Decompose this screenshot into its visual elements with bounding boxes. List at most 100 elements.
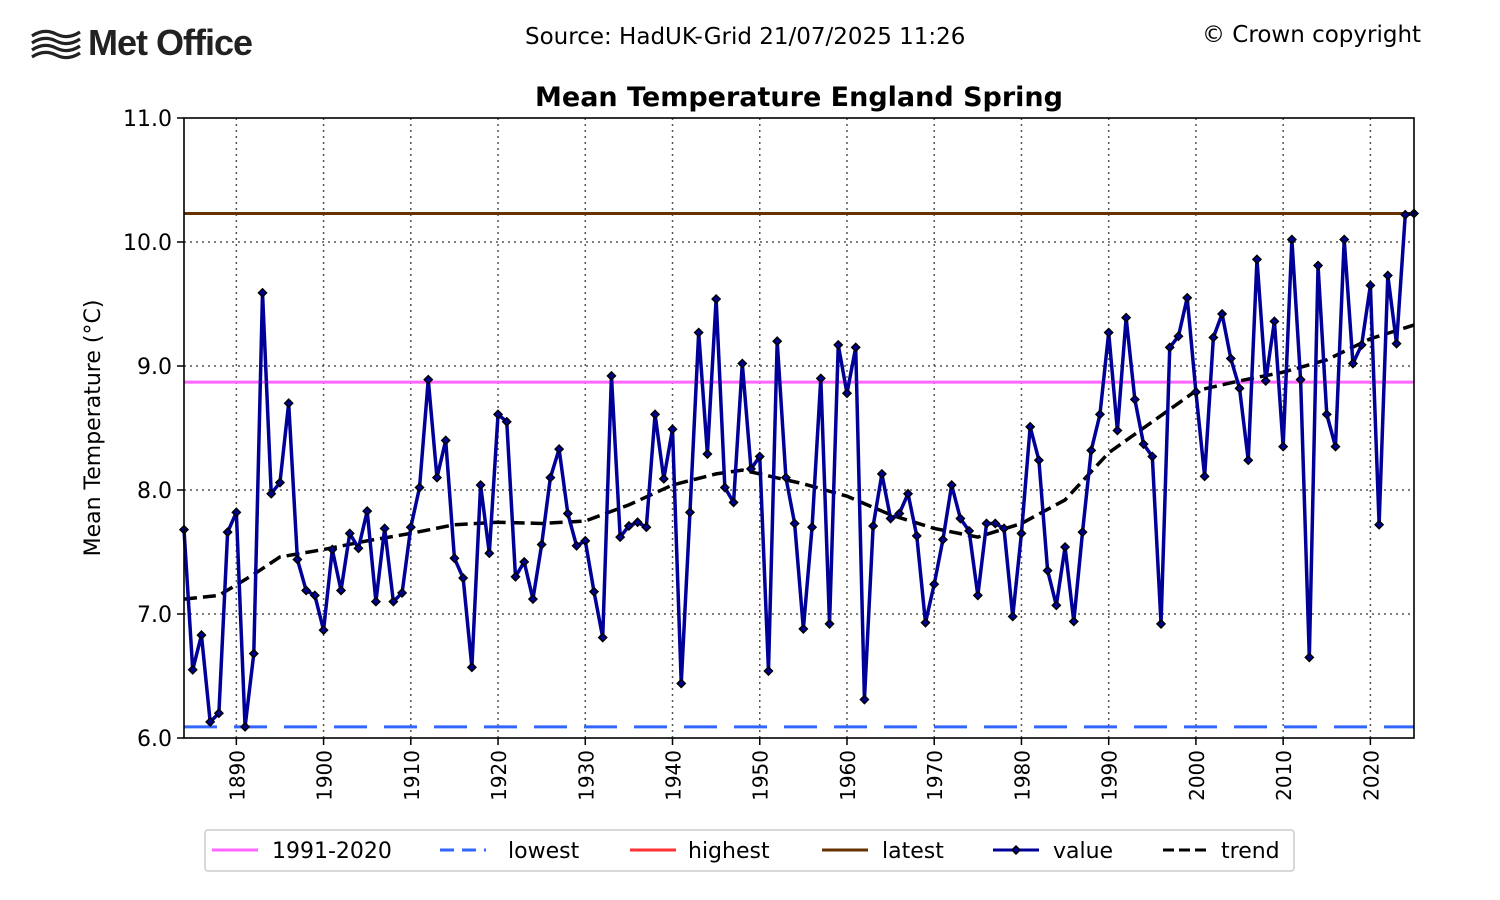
- legend-label: latest: [882, 839, 944, 864]
- value-point: [1025, 421, 1036, 432]
- value-point: [807, 522, 818, 533]
- legend-label: 1991-2020: [272, 839, 392, 864]
- value-point: [458, 572, 469, 584]
- value-point: [1112, 425, 1123, 436]
- value-point: [1182, 292, 1193, 303]
- value-point: [737, 358, 748, 369]
- value-point: [423, 374, 434, 385]
- x-tick-label: 2010: [1272, 750, 1296, 801]
- value-point: [1330, 441, 1341, 452]
- value-point: [946, 479, 957, 491]
- value-point: [266, 488, 277, 499]
- value-point: [1173, 331, 1184, 342]
- value-point: [1243, 455, 1254, 466]
- value-point: [1260, 375, 1271, 386]
- value-point: [283, 398, 294, 409]
- value-point: [562, 508, 573, 519]
- value-point: [1103, 327, 1114, 338]
- value-point: [1190, 386, 1201, 398]
- x-tick-label: 1900: [313, 750, 337, 801]
- waves-icon: [31, 29, 81, 60]
- value-point: [632, 517, 643, 528]
- value-point: [240, 721, 251, 732]
- value-point: [484, 548, 495, 559]
- value-point: [1051, 600, 1062, 611]
- value-point: [1016, 528, 1027, 539]
- value-point: [222, 527, 233, 538]
- value-point: [527, 594, 538, 605]
- value-point: [868, 520, 879, 532]
- value-point: [885, 513, 896, 524]
- value-point: [859, 694, 870, 705]
- value-point: [894, 508, 905, 519]
- value-point: [658, 473, 669, 484]
- value-point: [440, 435, 451, 446]
- value-point: [1400, 209, 1411, 220]
- legend-box: [204, 829, 1295, 872]
- value-point: [641, 522, 652, 533]
- legend-label: value: [1053, 839, 1113, 864]
- y-tick-label: 8.0: [137, 479, 172, 504]
- value-point: [1321, 409, 1332, 420]
- value-point: [606, 370, 617, 381]
- value-point: [780, 472, 791, 483]
- value-point: [571, 540, 582, 551]
- value-point: [431, 472, 443, 483]
- value-point: [1374, 519, 1385, 530]
- value-point: [798, 623, 809, 634]
- x-tick-label: 1950: [749, 750, 773, 801]
- value-point: [964, 525, 975, 536]
- value-point: [833, 339, 844, 350]
- y-tick-label: 7.0: [137, 603, 172, 628]
- value-point: [231, 507, 242, 518]
- value-point: [876, 468, 887, 479]
- value-point: [370, 596, 381, 607]
- value-point: [492, 409, 504, 420]
- value-point: [588, 586, 600, 597]
- value-point: [1251, 254, 1263, 265]
- y-tick-label: 10.0: [123, 231, 172, 256]
- value-point: [719, 482, 730, 493]
- value-point: [309, 590, 320, 601]
- value-point: [388, 596, 399, 607]
- value-point: [213, 708, 224, 719]
- value-point: [1086, 445, 1097, 456]
- value-point: [929, 579, 940, 590]
- source-text: Source: HadUK-Grid 21/07/2025 11:26: [525, 24, 966, 50]
- value-point: [841, 388, 853, 399]
- value-point: [205, 716, 216, 727]
- value-point: [615, 532, 626, 543]
- value-point: [1147, 451, 1158, 462]
- value-point: [1208, 332, 1219, 343]
- x-tick-label: 1960: [836, 750, 860, 801]
- x-tick-label: 1970: [923, 750, 947, 801]
- value-point: [1059, 541, 1071, 553]
- chart-title: Mean Temperature England Spring: [535, 82, 1063, 113]
- value-point: [545, 472, 556, 483]
- value-point: [815, 373, 826, 384]
- value-point: [248, 648, 259, 659]
- x-tick-label: 1930: [574, 750, 598, 801]
- x-tick-label: 2000: [1185, 750, 1209, 801]
- value-point: [772, 336, 783, 347]
- x-tick-label: 1940: [662, 750, 686, 801]
- value-point: [763, 665, 774, 677]
- value-point: [745, 463, 757, 474]
- value-point: [414, 482, 425, 493]
- value-point: [187, 664, 198, 675]
- value-point: [1007, 611, 1018, 622]
- value-point: [1382, 270, 1393, 281]
- value-point: [684, 507, 696, 518]
- value-point: [1077, 527, 1088, 538]
- value-point: [937, 534, 948, 545]
- value-point: [1164, 342, 1175, 353]
- value-point: [1217, 308, 1228, 319]
- value-point: [1138, 439, 1149, 450]
- met-office-logo: Met Office: [30, 22, 253, 64]
- value-point: [318, 625, 329, 636]
- value-point: [911, 530, 922, 541]
- value-point: [676, 678, 687, 689]
- value-point: [920, 617, 931, 628]
- x-tick-label: 1910: [400, 750, 424, 801]
- value-point: [693, 327, 704, 338]
